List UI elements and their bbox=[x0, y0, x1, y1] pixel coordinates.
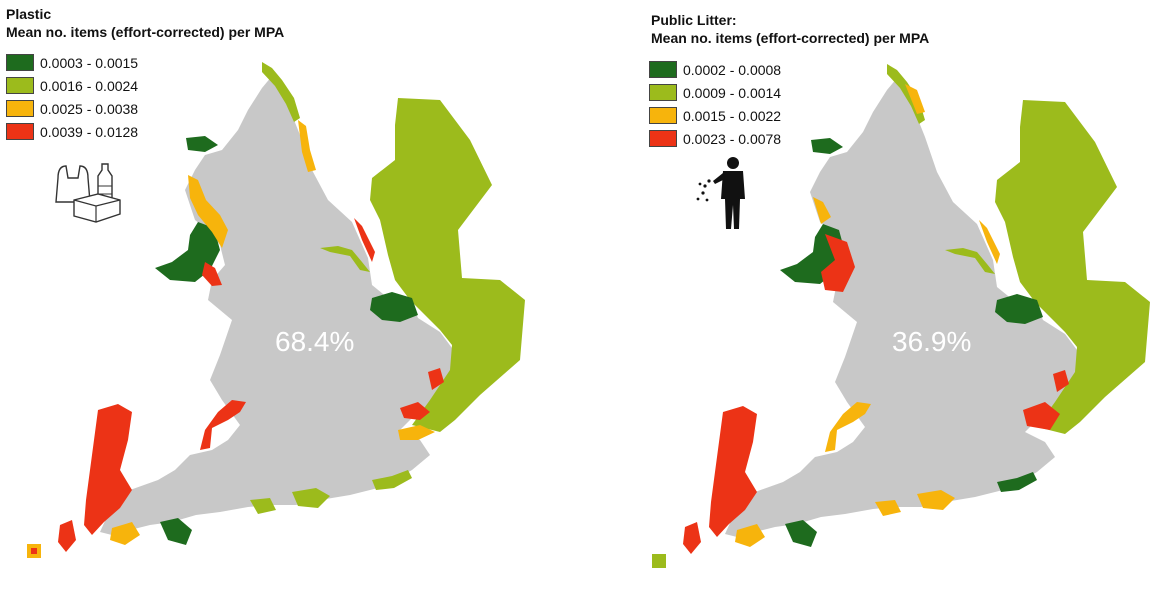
legend-item: 0.0015 - 0.0022 bbox=[649, 104, 781, 127]
legend-label: 0.0025 - 0.0038 bbox=[40, 100, 139, 117]
plastic-items-icon bbox=[55, 163, 121, 223]
legend-label: 0.0023 - 0.0078 bbox=[683, 130, 782, 147]
legend-label: 0.0009 - 0.0014 bbox=[683, 84, 782, 101]
mpa-thames-red bbox=[400, 402, 430, 420]
mpa-solway bbox=[186, 136, 218, 152]
mpa-essex bbox=[1053, 370, 1069, 392]
legend-swatch bbox=[6, 100, 34, 117]
legend-item: 0.0009 - 0.0014 bbox=[649, 81, 781, 104]
mpa-bristol-channel bbox=[825, 402, 871, 452]
person-littering-icon bbox=[696, 157, 745, 229]
mpa-north-sea bbox=[370, 98, 525, 432]
mpa-dorset bbox=[250, 498, 276, 514]
mpa-scilly-core bbox=[31, 548, 37, 554]
legend-item: 0.0025 - 0.0038 bbox=[6, 97, 138, 120]
legend-item: 0.0002 - 0.0008 bbox=[649, 58, 781, 81]
mpa-tyne bbox=[905, 84, 925, 114]
legend-swatch bbox=[649, 84, 677, 101]
legend-label: 0.0015 - 0.0022 bbox=[683, 107, 782, 124]
legend-swatch bbox=[649, 107, 677, 124]
legend-label: 0.0039 - 0.0128 bbox=[40, 123, 139, 140]
mpa-north-sea bbox=[995, 100, 1150, 434]
public-litter-map bbox=[652, 64, 1150, 568]
mpa-lancs-red bbox=[202, 262, 222, 286]
mpa-solway bbox=[811, 138, 843, 154]
legend-title: Plastic bbox=[6, 6, 52, 22]
mpa-solent bbox=[917, 490, 955, 510]
mpa-sussex bbox=[997, 472, 1037, 492]
mpa-northumberland bbox=[262, 62, 300, 122]
mpa-yorkshire bbox=[979, 220, 1000, 264]
plastic-map-panel: Plastic Mean no. items (effort-corrected… bbox=[6, 6, 525, 558]
legend-label: 0.0002 - 0.0008 bbox=[683, 61, 782, 78]
mpa-lyme bbox=[160, 518, 192, 545]
mpa-wash bbox=[370, 292, 418, 322]
legend-label: 0.0016 - 0.0024 bbox=[40, 77, 139, 94]
mpa-thames-yellow bbox=[398, 425, 435, 440]
mpa-cumbria-yellow bbox=[813, 197, 831, 224]
legend-swatch bbox=[649, 130, 677, 147]
mpa-wash bbox=[995, 294, 1043, 324]
mpa-humber bbox=[320, 246, 370, 272]
mpa-cornwall-south bbox=[58, 520, 76, 552]
mpa-sussex bbox=[372, 470, 412, 490]
plastic-map bbox=[27, 62, 525, 558]
legend-item: 0.0003 - 0.0015 bbox=[6, 51, 138, 74]
mpa-essex bbox=[428, 368, 444, 390]
legend-swatch bbox=[649, 61, 677, 78]
percentage-label: 36.9% bbox=[892, 326, 972, 357]
mpa-scilly bbox=[652, 554, 666, 568]
mpa-western-offshore bbox=[84, 404, 132, 535]
legend-label: 0.0003 - 0.0015 bbox=[40, 54, 139, 71]
mpa-bristol-channel bbox=[200, 400, 246, 450]
legend: 0.0002 - 0.0008 0.0009 - 0.0014 0.0015 -… bbox=[649, 58, 781, 150]
legend-subtitle: Mean no. items (effort-corrected) per MP… bbox=[651, 30, 930, 46]
legend-title: Public Litter: bbox=[651, 12, 737, 28]
mpa-humber bbox=[945, 248, 995, 274]
mpa-solent bbox=[292, 488, 330, 508]
legend-swatch bbox=[6, 54, 34, 71]
legend: 0.0003 - 0.0015 0.0016 - 0.0024 0.0025 -… bbox=[6, 51, 138, 143]
legend-item: 0.0039 - 0.0128 bbox=[6, 120, 138, 143]
mpa-lyme bbox=[785, 520, 817, 547]
public-litter-map-panel: Public Litter: Mean no. items (effort-co… bbox=[585, 0, 1170, 598]
mpa-yorkshire bbox=[354, 218, 375, 262]
legend-swatch bbox=[6, 123, 34, 140]
percentage-label: 68.4% bbox=[275, 326, 355, 357]
mpa-dorset bbox=[875, 500, 901, 516]
mpa-western-offshore bbox=[709, 406, 757, 537]
mpa-thames-red bbox=[1023, 402, 1060, 430]
mpa-lancs-red bbox=[821, 234, 855, 292]
legend-item: 0.0023 - 0.0078 bbox=[649, 127, 781, 150]
legend-swatch bbox=[6, 77, 34, 94]
legend-subtitle: Mean no. items (effort-corrected) per MP… bbox=[6, 24, 285, 40]
mpa-cornwall-south bbox=[683, 522, 701, 554]
legend-item: 0.0016 - 0.0024 bbox=[6, 74, 138, 97]
mpa-cornwall-yellow bbox=[110, 522, 140, 545]
mpa-cornwall-yellow bbox=[735, 524, 765, 547]
mpa-tyne bbox=[298, 120, 316, 172]
mpa-cumbria-yellow bbox=[188, 175, 228, 248]
mpa-morecambe bbox=[155, 222, 220, 282]
